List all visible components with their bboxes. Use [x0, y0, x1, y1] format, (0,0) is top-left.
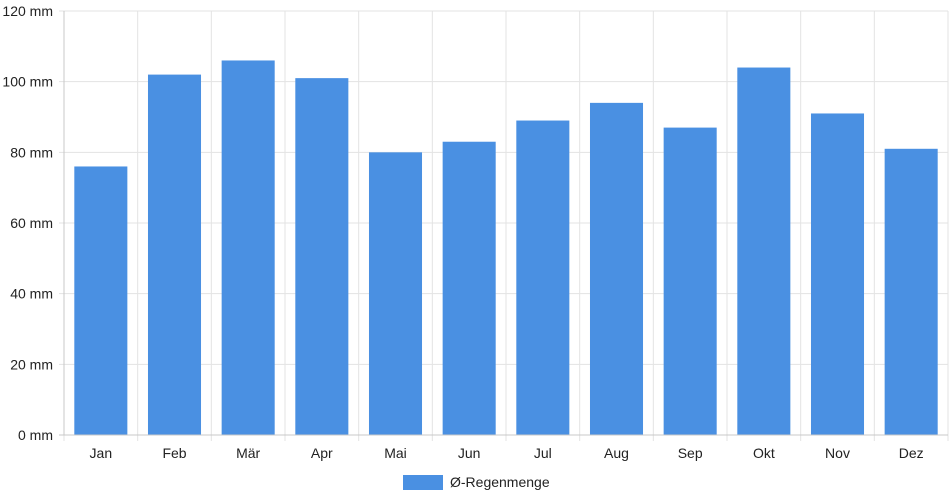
x-tick-label: Nov: [825, 445, 850, 461]
legend[interactable]: Ø-Regenmenge: [403, 474, 550, 490]
y-axis-tick-labels: 0 mm 20 mm 40 mm 60 mm 80 mm 100 mm 120 mm: [2, 3, 53, 443]
x-tick-label: Jul: [534, 445, 552, 461]
legend-label: Ø-Regenmenge: [450, 474, 550, 490]
bar-mär[interactable]: [221, 60, 275, 435]
bar-jun[interactable]: [442, 141, 496, 435]
x-tick-label: Aug: [604, 445, 629, 461]
x-tick-label: Dez: [899, 445, 924, 461]
bar-nov[interactable]: [810, 113, 865, 435]
bar-jan[interactable]: [74, 166, 128, 435]
x-axis-tick-labels: Jan Feb Mär Apr Mai Jun Jul Aug Sep Okt Nov Dez: [90, 445, 924, 461]
y-tick-label: 60 mm: [10, 215, 53, 231]
y-tick-label: 40 mm: [10, 286, 53, 302]
bar-jul[interactable]: [516, 120, 570, 436]
grid: [59, 10, 949, 441]
x-tick-label: Sep: [678, 445, 703, 461]
x-tick-label: Mai: [384, 445, 407, 461]
y-tick-label: 0 mm: [18, 427, 53, 443]
y-tick-label: 100 mm: [2, 74, 53, 90]
x-tick-label: Jan: [90, 445, 113, 461]
bar-dez[interactable]: [884, 148, 938, 436]
x-tick-label: Apr: [311, 445, 333, 461]
x-tick-label: Okt: [753, 445, 775, 461]
x-tick-label: Mär: [236, 445, 260, 461]
y-tick-label: 80 mm: [10, 144, 53, 160]
bar-sep[interactable]: [663, 127, 717, 435]
x-tick-label: Feb: [162, 445, 186, 461]
bar-aug[interactable]: [589, 102, 644, 435]
x-tick-label: Jun: [458, 445, 481, 461]
y-tick-label: 120 mm: [2, 3, 53, 19]
bar-okt[interactable]: [737, 67, 791, 436]
bar-mai[interactable]: [368, 152, 423, 436]
bar-feb[interactable]: [147, 74, 202, 435]
bar-apr[interactable]: [295, 78, 349, 435]
bars: [74, 60, 938, 436]
legend-swatch: [403, 475, 443, 490]
y-tick-label: 20 mm: [10, 356, 53, 372]
axes: [59, 11, 948, 436]
